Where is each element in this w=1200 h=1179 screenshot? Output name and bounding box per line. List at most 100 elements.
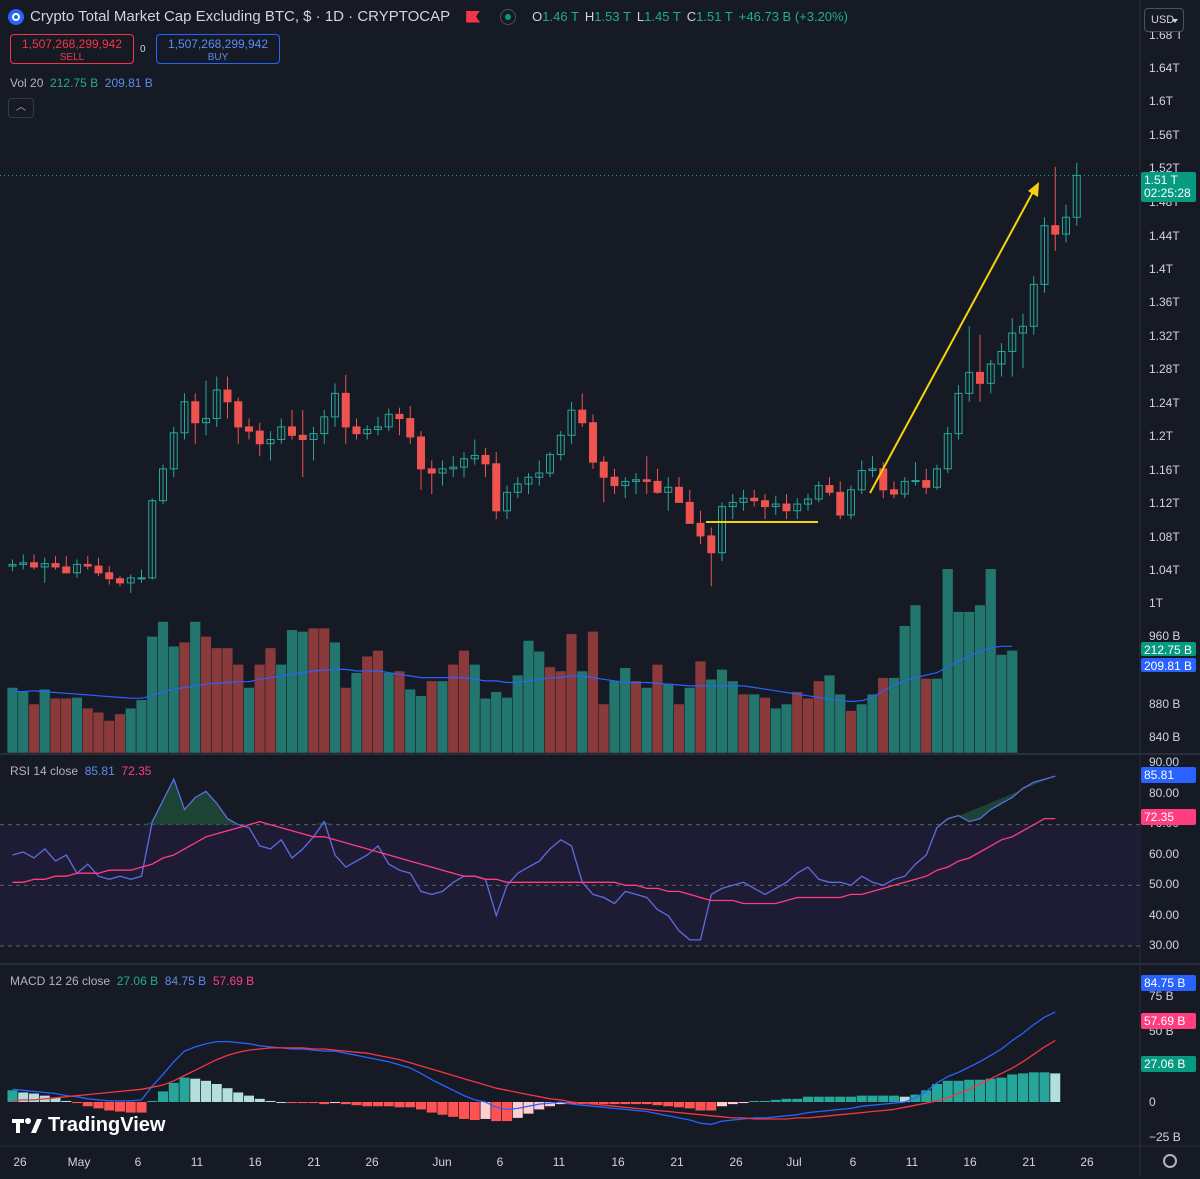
macd-histogram-bar	[975, 1079, 985, 1102]
market-status-icon[interactable]	[500, 8, 517, 25]
candle-body	[965, 371, 974, 394]
candle-body	[395, 413, 404, 420]
candle-body	[997, 350, 1006, 365]
macd-histogram-bar	[555, 1102, 566, 1105]
macd-histogram-bar	[932, 1083, 942, 1102]
price-axis-label: 1.16T	[1149, 463, 1180, 477]
volume-bar	[587, 631, 599, 754]
macd-histogram-bar	[856, 1095, 867, 1102]
volume-legend[interactable]: Vol 20 212.75 B 209.81 B	[10, 76, 153, 90]
time-axis-label: 26	[365, 1155, 379, 1169]
macd-histogram-bar	[18, 1092, 29, 1102]
macd-histogram-bar	[663, 1102, 674, 1107]
macd-histogram-bar	[61, 1100, 72, 1102]
rsi-legend[interactable]: RSI 14 close 85.81 72.35	[10, 764, 152, 778]
rsi-axis-label: 80.00	[1149, 786, 1179, 800]
macd-histogram-bar	[448, 1102, 459, 1117]
macd-histogram-bar	[1039, 1072, 1050, 1102]
last-price-badge-text: 1.51 T	[1144, 173, 1178, 187]
currency-select[interactable]: USD	[1144, 8, 1184, 32]
macd-histogram-bar	[222, 1088, 233, 1102]
candle-body	[664, 486, 673, 493]
candle-body	[341, 392, 350, 428]
time-axis-label: 16	[248, 1155, 262, 1169]
volume-bar	[791, 691, 803, 754]
volume-bar	[931, 678, 943, 754]
macd-histogram-bar	[631, 1102, 641, 1105]
macd-histogram-bar	[115, 1102, 125, 1112]
volume-bar	[458, 650, 470, 754]
time-axis-label: 6	[850, 1155, 857, 1169]
candle-body	[739, 497, 748, 503]
candle-body	[320, 416, 329, 435]
volume-bar	[845, 710, 857, 754]
candle-body	[30, 562, 38, 568]
macd-histogram-bar	[889, 1095, 899, 1102]
macd-histogram-bar	[319, 1102, 330, 1105]
macd-histogram-bar	[770, 1099, 781, 1102]
macd-histogram-bar	[899, 1096, 910, 1102]
settings-gear-icon[interactable]	[1163, 1154, 1177, 1168]
rsi-axis-label: 90.00	[1149, 755, 1179, 769]
candle-body	[567, 409, 576, 436]
candle-body	[62, 566, 71, 574]
buy-button[interactable]: 1,507,268,299,942 BUY	[156, 34, 280, 64]
last-price-badge	[1141, 172, 1196, 202]
macd-histogram-bar	[545, 1102, 555, 1107]
volume-bar	[49, 697, 62, 754]
volume-bar	[200, 636, 212, 754]
collapse-legend-button[interactable]: ︿	[8, 98, 34, 118]
price-axis-label: 960 B	[1149, 629, 1180, 643]
macd-histogram-bar	[835, 1096, 846, 1102]
candle-body	[857, 470, 866, 491]
volume-bar	[565, 633, 578, 754]
candle-body	[427, 468, 436, 474]
sell-button[interactable]: 1,507,268,299,942 SELL	[10, 34, 134, 64]
volume-bar	[673, 703, 685, 754]
macd-histogram-bar	[620, 1102, 631, 1105]
candle-body	[750, 497, 759, 502]
time-axis-label: 21	[307, 1155, 321, 1169]
volume-bar	[82, 707, 94, 754]
macd-histogram-bar	[244, 1095, 254, 1102]
macd-histogram-bar	[491, 1102, 502, 1122]
trend-arrow-line	[869, 189, 1035, 494]
macd-histogram-bar	[373, 1102, 383, 1107]
macd-histogram-bar	[1028, 1072, 1039, 1102]
candle-body	[288, 426, 296, 436]
volume-bar	[114, 713, 126, 754]
volume-bar	[544, 666, 556, 754]
volume-bar	[71, 697, 83, 754]
candle-body	[309, 433, 318, 440]
candle-body	[1062, 216, 1070, 235]
rsi-ma-line	[12, 817, 1056, 905]
candle-body	[470, 454, 479, 460]
macd-histogram-bar	[878, 1095, 889, 1102]
macd-histogram-bar	[652, 1102, 663, 1106]
flag-icon[interactable]	[466, 10, 481, 23]
volume-bar	[60, 697, 72, 754]
macd-legend[interactable]: MACD 12 26 close 27.06 B 84.75 B 57.69 B	[10, 974, 255, 988]
macd-histogram-bar	[125, 1102, 136, 1113]
signal-badge	[1141, 1013, 1196, 1029]
volume-bar	[243, 687, 255, 754]
symbol-title[interactable]: Crypto Total Market Cap Excluding BTC, $…	[30, 8, 451, 25]
volume-bar	[340, 687, 352, 754]
volume-bar	[297, 631, 309, 754]
macd-histogram-bar	[29, 1093, 39, 1102]
volume-badge-text: 212.75 B	[1144, 643, 1192, 657]
volume-bar	[318, 627, 330, 754]
macd-histogram-bar	[362, 1102, 373, 1107]
macd-histogram-bar	[233, 1092, 244, 1102]
candle-body	[202, 418, 210, 424]
tradingview-logo[interactable]: TradingView	[12, 1114, 165, 1137]
volume-bar	[759, 697, 771, 754]
candle-body	[223, 389, 232, 403]
macd-histogram-bar	[287, 1102, 297, 1104]
candle-body	[642, 479, 651, 482]
candle-body	[632, 479, 640, 482]
macd-histogram-bar	[82, 1102, 93, 1107]
macd-histogram-bar	[330, 1102, 340, 1104]
